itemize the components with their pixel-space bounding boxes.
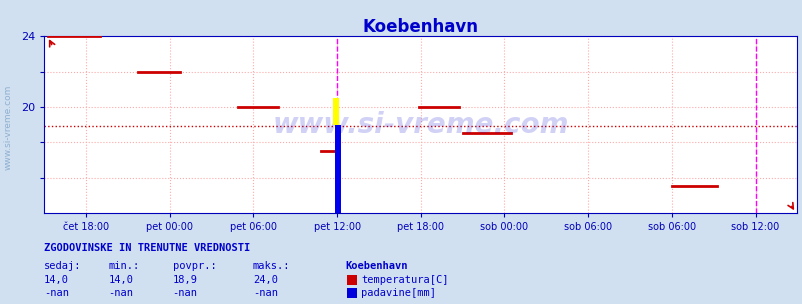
Bar — [332, 98, 338, 125]
Text: -nan: -nan — [172, 288, 197, 299]
Bar — [334, 125, 341, 213]
Text: 14,0: 14,0 — [44, 275, 69, 285]
Text: 14,0: 14,0 — [108, 275, 133, 285]
Text: padavine[mm]: padavine[mm] — [361, 288, 435, 299]
Text: 24,0: 24,0 — [253, 275, 277, 285]
Text: povpr.:: povpr.: — [172, 261, 216, 271]
Text: www.si-vreme.com: www.si-vreme.com — [3, 85, 13, 170]
Text: ZGODOVINSKE IN TRENUTNE VREDNOSTI: ZGODOVINSKE IN TRENUTNE VREDNOSTI — [44, 243, 250, 253]
Text: Koebenhavn: Koebenhavn — [345, 261, 407, 271]
Text: maks.:: maks.: — [253, 261, 290, 271]
Text: sedaj:: sedaj: — [44, 261, 82, 271]
Text: -nan: -nan — [253, 288, 277, 299]
Text: temperatura[C]: temperatura[C] — [361, 275, 448, 285]
Text: www.si-vreme.com: www.si-vreme.com — [272, 111, 569, 139]
Text: -nan: -nan — [108, 288, 133, 299]
Text: min.:: min.: — [108, 261, 140, 271]
Text: 18,9: 18,9 — [172, 275, 197, 285]
Title: Koebenhavn: Koebenhavn — [363, 18, 478, 36]
Text: -nan: -nan — [44, 288, 69, 299]
